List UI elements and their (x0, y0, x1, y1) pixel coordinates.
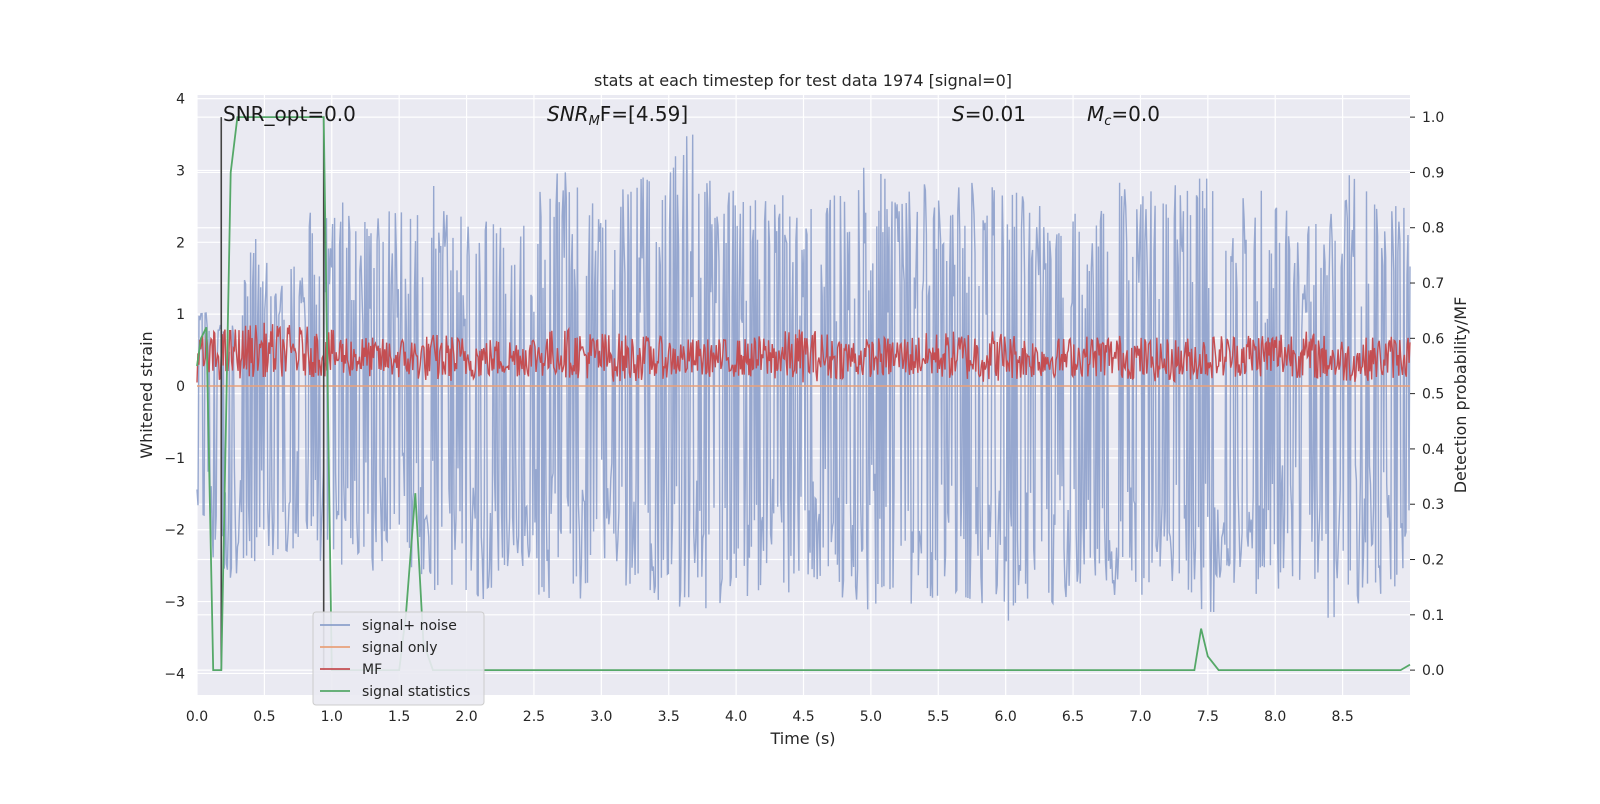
legend-box (312, 611, 485, 706)
y-left-tick-label: −1 (164, 451, 185, 467)
y-right-tick-label: 0.6 (1422, 331, 1444, 347)
x-tick-label: 7.5 (1197, 709, 1219, 725)
annotation-snr-opt: SNR_opt=0.0 (223, 102, 356, 126)
legend-label-signal-statistics: signal statistics (362, 684, 470, 700)
y-right-tick-label: 0.3 (1422, 497, 1444, 513)
y-right-tick-label: 0.0 (1422, 663, 1444, 679)
y-right-tick-label: 0.7 (1422, 276, 1444, 292)
x-tick-label: 3.0 (590, 709, 612, 725)
x-tick-label: 4.5 (792, 709, 814, 725)
y-left-tick-label: 4 (176, 92, 185, 108)
y-left-tick-label: 2 (176, 235, 185, 251)
y-right-tick-label: 0.8 (1422, 221, 1444, 237)
annotation-snr-mf: SNRMF=[4.59] (547, 102, 688, 129)
y-left-tick-label: 0 (176, 379, 185, 395)
x-tick-label: 8.0 (1264, 709, 1286, 725)
legend: signal+ noise signal only MF signal stat… (312, 611, 485, 706)
x-tick-label: 3.5 (658, 709, 680, 725)
y-left-tick-label: −3 (164, 595, 185, 611)
x-tick-label: 2.0 (455, 709, 477, 725)
chart-title: stats at each timestep for test data 197… (594, 71, 1012, 90)
y-right-tick-label: 0.4 (1422, 442, 1444, 458)
y-right-tick-label: 0.1 (1422, 608, 1444, 624)
x-tick-label: 0.5 (253, 709, 275, 725)
y-left-tick-label: −2 (164, 523, 185, 539)
series-signal-noise (196, 134, 1411, 621)
x-axis-label: Time (s) (769, 729, 835, 748)
y-right-tick-label: 1.0 (1422, 110, 1444, 126)
y-right-tick-label: 0.9 (1422, 165, 1444, 181)
y-left-tick-label: −4 (164, 666, 185, 682)
x-tick-label: 5.5 (927, 709, 949, 725)
x-tick-label: 5.0 (860, 709, 882, 725)
y-axis-label-right: Detection probability/MF (1451, 297, 1470, 494)
y-right-tick-label: 0.5 (1422, 387, 1444, 403)
x-tick-label: 6.5 (1062, 709, 1084, 725)
legend-label-mf: MF (362, 662, 382, 678)
annotation-mc: Mc=0.0 (1087, 102, 1160, 129)
x-tick-label: 7.0 (1129, 709, 1151, 725)
series-mf (196, 322, 1411, 383)
ticks: 0.0 0.5 1.0 1.5 2.0 2.5 3.0 3.5 4.0 4.5 5.0 5.5 6.0 6… (164, 92, 1444, 725)
x-tick-label: 0.0 (186, 709, 208, 725)
y-left-tick-label: 1 (176, 307, 185, 323)
y-left-tick-label: 3 (176, 163, 185, 179)
y-axis-label-left: Whitened strain (137, 331, 156, 458)
x-tick-label: 8.5 (1331, 709, 1353, 725)
legend-label-signal-only: signal only (362, 640, 437, 656)
x-tick-label: 6.0 (995, 709, 1017, 725)
x-tick-label: 4.0 (725, 709, 747, 725)
x-tick-label: 2.5 (523, 709, 545, 725)
y-right-tick-label: 0.2 (1422, 553, 1444, 569)
x-tick-label: 1.0 (321, 709, 343, 725)
x-tick-label: 1.5 (388, 709, 410, 725)
annotation-s: S=0.01 (952, 102, 1026, 126)
grid (196, 95, 1410, 695)
legend-label-signal-noise: signal+ noise (362, 618, 457, 634)
